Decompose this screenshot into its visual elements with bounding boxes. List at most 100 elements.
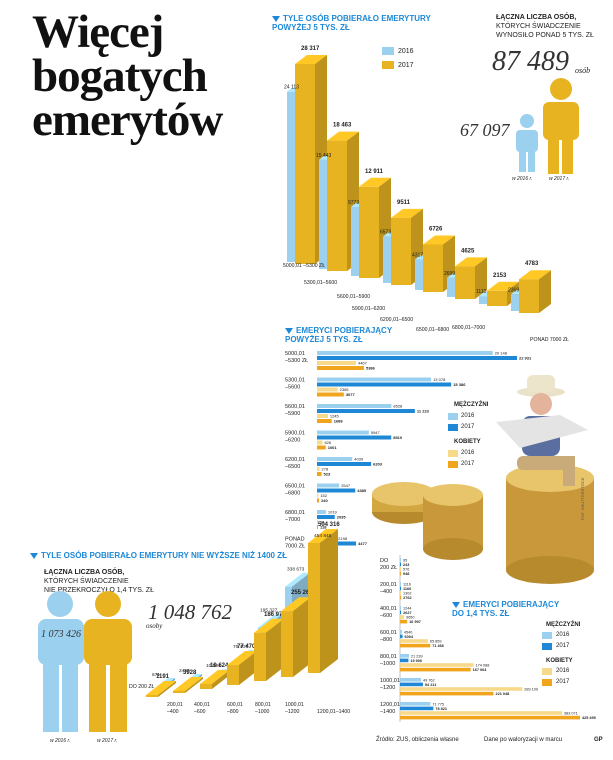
c2-val-1-0: 13 078 (433, 377, 446, 382)
chart4-legend-m16-swatch (542, 632, 552, 639)
c1-bar-2017-6-front (487, 290, 507, 306)
c3-label-2017-4: 186 970 (264, 612, 286, 618)
coin-stack-medium-icon (423, 484, 483, 560)
arrow-down-icon (272, 15, 280, 22)
c1-bar-2016-1-front (319, 159, 327, 269)
c4-val-0-3: 948 (403, 572, 409, 576)
coin-stack-small-icon (372, 482, 436, 524)
c3-label-2016-4: 195 327 (260, 608, 278, 614)
c4-bar-4-2 (400, 663, 474, 667)
c4-val-2-3: 16 997 (409, 620, 421, 624)
c4-val-5-0: 49 762 (423, 678, 435, 682)
c1-bar-2017-7-side (539, 270, 551, 313)
c3-bar-2017-3-top (227, 651, 257, 666)
c2-cat-1-b: –5600 (285, 385, 300, 391)
c3-cat-1-a: 200,01 (167, 702, 183, 708)
c2-val-4-0: 4039 (354, 457, 364, 462)
c2-bar-4-2 (317, 467, 320, 471)
c1-bar-2017-5-side (475, 257, 487, 299)
c4-bar-0-1 (400, 562, 401, 567)
bottom-total-label: ŁĄCZNA LICZBA OSÓB, (44, 569, 125, 576)
c4-bar-5-0 (400, 678, 422, 682)
c2-val-5-2: 152 (320, 493, 327, 498)
c2-cat-5-a: 6500,01 (285, 484, 305, 490)
c3-bar-2017-1-side (185, 677, 203, 693)
footer-note: Dane po waloryzacji w marcu (484, 737, 563, 743)
c2-bar-1-1 (317, 382, 452, 387)
c1-bar-2017-7-top (519, 270, 551, 280)
chart2-legend-men: MĘŻCZYŹNI (454, 402, 489, 408)
c4-val-6-1: 78 821 (435, 707, 447, 711)
c4-bar-5-3 (400, 691, 494, 696)
c3-bar-2017-1-top (173, 677, 203, 691)
chart2-legend-m17-swatch (448, 424, 458, 431)
footer-source: Źródło: ZUS, obliczenia własne (376, 737, 459, 743)
c2-val-6-0: 1019 (328, 510, 338, 515)
bottom-total-2016: 1 073 426 (41, 629, 81, 640)
c2-bar-4-1 (317, 462, 372, 466)
bottom-total-label-3: NIE PRZEKROCZYŁO 1,4 TYS. ZŁ (44, 587, 154, 594)
c4-bar-2-3 (400, 619, 408, 624)
c2-val-6-1: 2035 (337, 515, 347, 520)
c3-bar-2017-4-front (254, 632, 266, 681)
chart4-legend-k17-swatch (542, 679, 552, 686)
bottom-total-2017: 1 048 762 (148, 600, 232, 624)
c2-bar-5-3 (317, 498, 320, 503)
c2-val-0-1: 22 931 (519, 356, 532, 361)
c3-bar-2017-1 (173, 677, 203, 693)
chart4-title-text: EMERYCI POBIERAJĄCY DO 1,4 TYS. ZŁ (452, 600, 560, 618)
c4-cat-2-a: 400,01 (380, 606, 397, 612)
c2-bar-0-0 (317, 351, 493, 355)
chart4-legend-k16: 2016 (556, 668, 570, 674)
elderly-man-icon (496, 375, 588, 486)
c2-bar-3-1 (317, 435, 392, 440)
c3-bar-2017-5 (281, 597, 311, 677)
c4-val-6-2: 383 071 (564, 712, 578, 716)
chart4-legend-women: KOBIETY (546, 658, 573, 664)
c1-cat-5: 6500,01–6800 (416, 327, 449, 333)
c1-bar-2017-7 (519, 270, 551, 313)
c4-bar-3-0 (400, 630, 402, 634)
c2-val-7-0: 2198 (338, 536, 348, 541)
c2-cat-0-a: 5000,01 (285, 351, 305, 357)
c1-bar-2017-7-front (519, 279, 539, 313)
c3-bar-2017-4-side (266, 618, 284, 681)
c1-bar-2016-0-front (287, 91, 295, 262)
c2-val-4-2: 278 (321, 467, 328, 472)
c3-bar-2017-2-top (200, 669, 230, 684)
c2-bar-1-3 (317, 392, 344, 397)
c3-label-2016-3: 70 407 (233, 644, 248, 650)
c2-bar-1-0 (317, 377, 432, 382)
c3-cat-2-b: –600 (194, 709, 206, 715)
c1-label-2017-1: 18 463 (333, 123, 352, 129)
c2-val-1-1: 15 386 (453, 382, 466, 387)
c3-cat-0: DO 200 ZŁ (129, 684, 154, 690)
c2-val-2-3: 1688 (334, 419, 344, 424)
c4-val-2-1: 2627 (403, 611, 411, 615)
c1-bar-2017-4-front (423, 244, 443, 292)
person-2016-icon (38, 591, 84, 732)
c4-cat-4-a: 800,01 (380, 654, 397, 660)
c2-cat-0-b: –5300 ZŁ (285, 358, 308, 364)
c2-val-2-0: 8528 (393, 404, 403, 409)
c2-val-3-3: 1001 (328, 445, 338, 450)
c2-cat-3-a: 5900,01 (285, 431, 305, 437)
c3-bar-2017-5-side (293, 597, 311, 677)
c1-label-2016-0: 24 113 (284, 85, 299, 91)
c4-val-4-0: 21 239 (411, 654, 423, 658)
c2-val-0-2: 4467 (358, 361, 368, 366)
c2-bar-6-1 (317, 515, 335, 519)
c4-cat-0-a: DO (380, 558, 389, 564)
chart2-legend-m16-swatch (448, 413, 458, 420)
c4-bar-1-2 (400, 591, 401, 595)
c2-val-3-2: 626 (324, 440, 331, 445)
c1-label-2016-6: 1110 (476, 289, 487, 295)
c1-bar-2017-1-front (327, 140, 347, 271)
c1-label-2017-2: 12 911 (365, 169, 384, 175)
bottom-cap-2017: w 2017 r. (97, 738, 118, 744)
c2-bar-0-3 (317, 366, 364, 370)
c3-cat-4-b: –1000 (255, 709, 270, 715)
